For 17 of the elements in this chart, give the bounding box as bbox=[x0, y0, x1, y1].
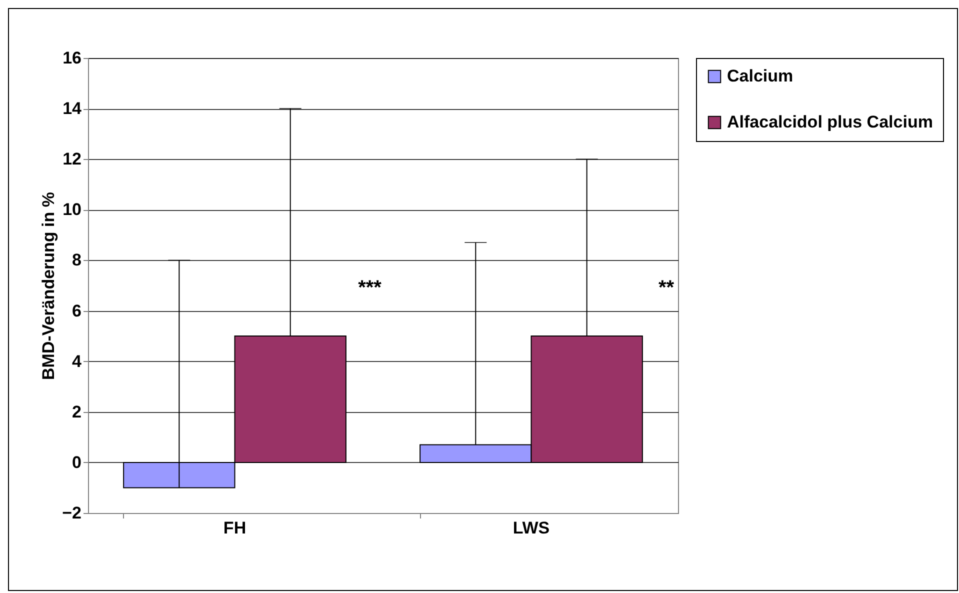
y-tick-label: 0 bbox=[72, 452, 82, 472]
y-tick-label: 14 bbox=[62, 99, 82, 118]
x-tick-label: FH bbox=[223, 518, 246, 538]
y-tick-label: −2 bbox=[62, 504, 82, 522]
y-axis-title: BMD-Veränderung in % bbox=[39, 192, 58, 380]
y-tick-label: 8 bbox=[72, 250, 82, 270]
y-tick-label: 4 bbox=[72, 352, 82, 371]
y-tick-label: 6 bbox=[72, 301, 82, 320]
y-tick-label: 16 bbox=[62, 48, 82, 68]
y-tick-label: 12 bbox=[62, 150, 82, 169]
annotation: ** bbox=[658, 277, 674, 299]
annotation: *** bbox=[358, 277, 382, 299]
legend-label: Calcium bbox=[727, 66, 794, 86]
legend-label: Alfacalcidol plus Calcium bbox=[727, 112, 933, 132]
x-tick-label: LWS bbox=[512, 518, 550, 538]
y-tick-label: 2 bbox=[72, 402, 82, 422]
y-tick-label: 10 bbox=[62, 200, 82, 220]
